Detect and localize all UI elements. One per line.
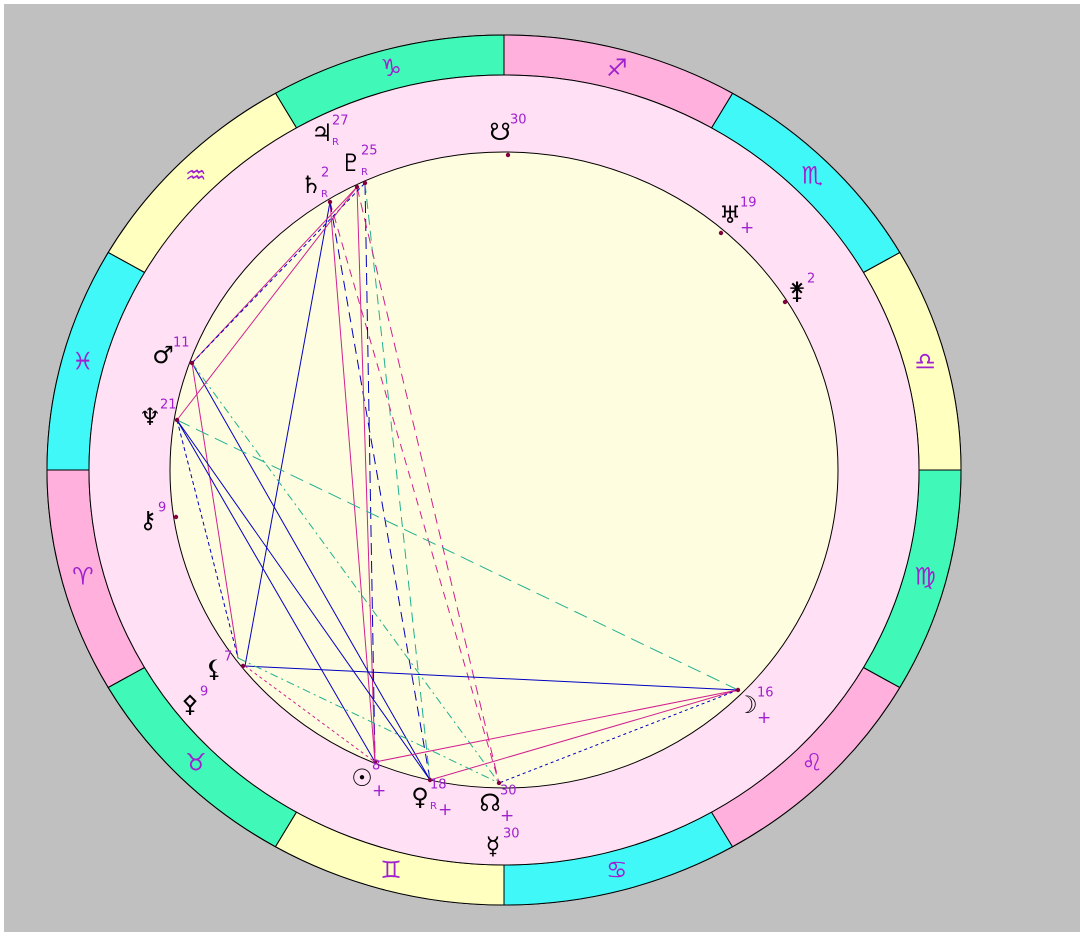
aspect-line [364,182,431,781]
body-degree: 7 [224,650,232,665]
sign-glyph: ♓ [72,348,94,376]
body-dot [354,184,360,190]
dignity: + [372,781,386,801]
body-glyph: ♆ [139,403,161,431]
retrograde: R [430,801,437,812]
body-degree: 2 [321,166,329,181]
body-glyph: ⚴ [181,690,199,718]
aspect-line [176,419,239,659]
aspect-line [498,689,739,784]
body-degree: 30 [500,784,517,799]
body-glyph: ☋ [489,118,510,146]
aspect-line [374,689,739,763]
body-dot [189,360,195,366]
aspect-line [329,201,500,784]
aspect-line [364,182,376,763]
aspect-line [176,419,376,763]
sign-glyph: ♈ [72,562,94,590]
sign-glyph: ♊ [380,856,402,884]
body-glyph: ♃ [311,119,333,147]
sign-glyph: ♑ [380,54,402,82]
body-dot [174,417,180,423]
body-dot [782,299,788,305]
aspect-line [176,186,358,421]
body-degree: 9 [158,501,166,516]
body-degree: 27 [332,114,349,129]
body-glyph: ⚸ [205,655,223,683]
body-dot [327,199,333,205]
aspect-line [237,657,500,784]
aspect-line [191,362,239,659]
body-degree: 19 [740,196,757,211]
body-glyph: ♄ [300,171,322,199]
sign-glyph: ♐ [606,54,628,82]
body-degree: 21 [160,398,177,413]
body-dot [372,759,378,765]
inner-circle [169,151,839,789]
body-degree: 8 [372,759,380,774]
body-dot [496,780,502,786]
body-degree: 18 [430,778,447,793]
aspect-line [176,419,431,781]
body-degree: 30 [503,827,520,842]
body-glyph: ☊ [479,789,500,817]
body-glyph: ☽ [736,691,758,719]
body-dot [240,663,246,669]
body-degree: 2 [807,272,815,287]
sign-glyph: ♌ [802,748,824,776]
body-dot [735,687,741,693]
aspect-lines [176,182,739,784]
body-dot [173,514,179,520]
aspect-line [244,665,376,763]
body-glyph: ♀ [411,783,429,811]
body-dot [427,777,433,783]
body-degree: 9 [200,685,208,700]
body-degree: 16 [757,686,774,701]
body-glyph: ♅ [719,201,741,229]
body-glyph: ☉ [351,764,373,792]
sign-glyph: ♎ [914,348,936,376]
dignity: + [757,708,771,728]
dignity: + [500,806,514,826]
body-glyph: ⚷ [139,506,157,534]
aspect-line [244,201,331,667]
body-dot [718,230,724,236]
body-glyph: ⚵ [788,277,806,305]
retrograde: R [361,167,368,178]
aspect-line [356,186,376,763]
dignity: + [438,800,452,820]
aspect-line [329,201,431,781]
aspect-line [329,201,376,763]
sign-glyph: ♍ [914,562,936,590]
body-dot [505,152,511,158]
sign-glyph: ♋ [606,856,628,884]
body-glyph: ♂ [152,341,174,369]
sign-glyph: ♉ [185,748,207,776]
aspect-line [356,186,500,784]
aspect-line [429,689,739,781]
sign-glyph: ♒ [185,162,207,190]
body-glyph: ☿ [486,832,501,860]
body-degree: 30 [510,113,527,128]
body-dot [362,180,368,186]
aspect-line [191,186,358,364]
body-glyph: ♇ [340,149,362,177]
dignity: + [740,218,754,238]
aspect-line [191,362,431,781]
aspect-line [191,362,500,784]
retrograde: R [332,137,339,148]
aspect-line [244,665,739,691]
sign-glyph: ♏ [802,162,824,190]
body-degree: 11 [173,336,190,351]
retrograde: R [321,189,328,200]
body-degree: 25 [361,144,378,159]
